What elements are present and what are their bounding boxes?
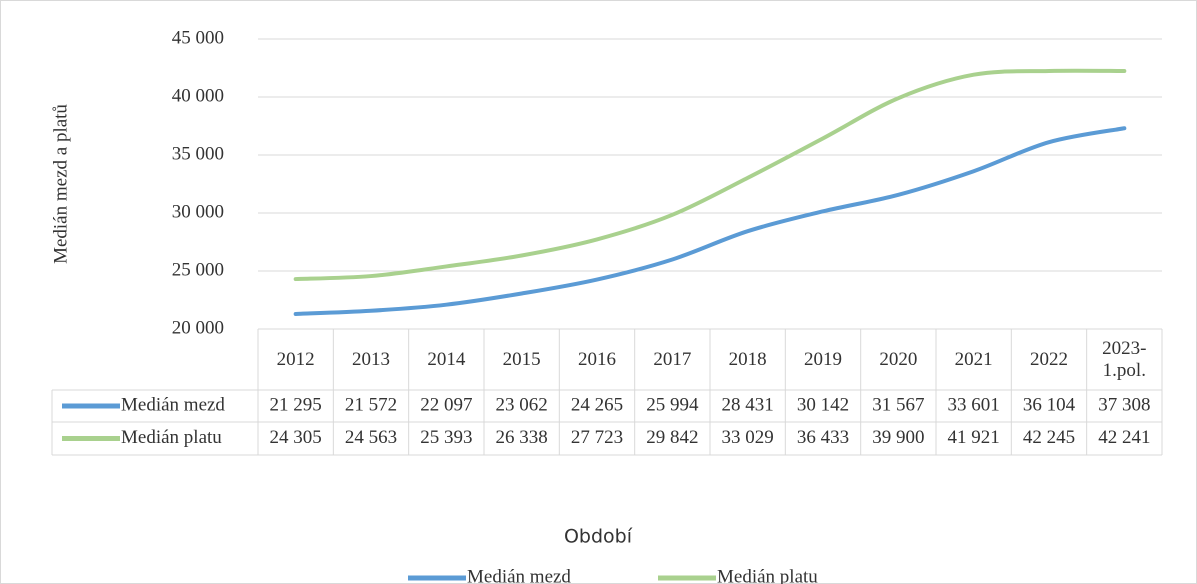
- x-tick-label-box: 2014: [427, 348, 466, 370]
- x-tick-label-box: 2021: [954, 348, 993, 370]
- data-label: 24 563: [345, 427, 397, 448]
- data-label: 31 567: [872, 394, 924, 415]
- data-label: 42 241: [1098, 427, 1150, 448]
- x-tick-label-box: 2013: [351, 348, 390, 370]
- x-tick-label: 2014: [427, 348, 466, 370]
- data-label: 41 921: [948, 427, 1000, 448]
- data-label: 24 265: [571, 394, 623, 415]
- data-label: 36 104: [1023, 394, 1076, 415]
- x-tick-label: 2017: [653, 348, 692, 370]
- data-label: 28 431: [722, 394, 774, 415]
- x-tick-label-box: 2016: [577, 348, 616, 370]
- table-row-label: Medián mezd: [121, 394, 225, 415]
- data-label: 25 393: [420, 427, 472, 448]
- y-tick-label: 20 000: [172, 317, 224, 338]
- x-tick-label-box: 2012: [276, 348, 315, 370]
- data-label: 29 842: [646, 427, 698, 448]
- data-label: 21 295: [270, 394, 322, 415]
- x-tick-label: 2015: [502, 348, 541, 370]
- x-tick-label: 2016: [577, 348, 616, 370]
- data-label: 23 062: [496, 394, 548, 415]
- x-tick-label-box: 2017: [653, 348, 692, 370]
- data-label: 33 601: [948, 394, 1000, 415]
- x-tick-label: 2022: [1029, 348, 1068, 370]
- x-tick-label: 2018: [728, 348, 767, 370]
- x-tick-label: 2019: [803, 348, 842, 370]
- x-tick-label-box: 2019: [803, 348, 842, 370]
- x-tick-label: 2023-1.pol.: [1102, 337, 1147, 381]
- data-label: 37 308: [1098, 394, 1150, 415]
- data-label: 27 723: [571, 427, 623, 448]
- series-line: [293, 68, 1127, 282]
- x-tick-label-box: 2020: [879, 348, 918, 370]
- series-line: [293, 126, 1127, 316]
- y-axis-title: Medián mezd a platů: [50, 104, 71, 264]
- data-label: 26 338: [496, 427, 548, 448]
- x-tick-label: 2020: [879, 348, 918, 370]
- data-label: 30 142: [797, 394, 849, 415]
- data-label: 36 433: [797, 427, 849, 448]
- y-tick-label: 35 000: [172, 143, 224, 164]
- data-label: 25 994: [646, 394, 699, 415]
- y-tick-label: 45 000: [172, 27, 224, 48]
- legend-label: Medián platu: [717, 566, 818, 584]
- data-label: 42 245: [1023, 427, 1075, 448]
- table-row-label: Medián platu: [121, 427, 222, 448]
- x-tick-label-box: 2023-1.pol.: [1102, 337, 1147, 381]
- y-tick-label: 25 000: [172, 259, 224, 280]
- data-label: 39 900: [872, 427, 924, 448]
- x-tick-label-box: 2015: [502, 348, 541, 370]
- data-label: 24 305: [270, 427, 322, 448]
- legend-label: Medián mezd: [467, 566, 571, 584]
- x-tick-label-box: 2022: [1029, 348, 1068, 370]
- data-label: 33 029: [722, 427, 774, 448]
- data-label: 22 097: [420, 394, 472, 415]
- data-label: 21 572: [345, 394, 397, 415]
- x-axis-title: Období: [564, 526, 633, 548]
- x-tick-label: 2012: [276, 348, 315, 370]
- y-tick-label: 40 000: [172, 85, 224, 106]
- x-tick-label: 2021: [954, 348, 993, 370]
- x-tick-label: 2013: [351, 348, 390, 370]
- y-tick-label: 30 000: [172, 201, 224, 222]
- x-tick-label-box: 2018: [728, 348, 767, 370]
